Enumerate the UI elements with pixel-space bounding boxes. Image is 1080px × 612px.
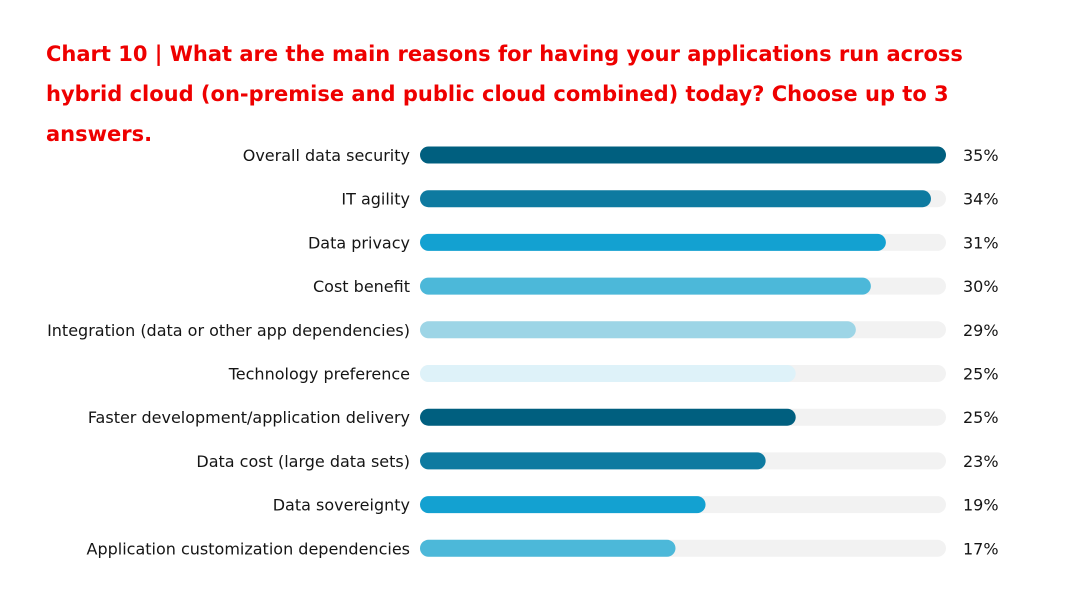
category-label: Integration (data or other app dependenc… [47, 321, 410, 340]
value-label: 25% [963, 408, 999, 427]
value-label: 35% [963, 146, 999, 165]
category-label: Technology preference [228, 365, 410, 384]
category-label: Application customization dependencies [87, 539, 411, 558]
bar [420, 408, 796, 426]
bar [420, 277, 871, 295]
category-label: Cost benefit [313, 277, 410, 296]
bar [420, 365, 796, 382]
value-label: 17% [963, 539, 999, 558]
bar [420, 452, 766, 470]
bar [420, 321, 856, 339]
bar [420, 496, 706, 514]
category-label: Faster development/application delivery [88, 408, 410, 427]
category-label: Data sovereignty [273, 496, 410, 515]
value-label: 34% [963, 190, 999, 209]
bar [420, 146, 946, 164]
category-label: Data privacy [308, 233, 410, 252]
value-label: 23% [963, 452, 999, 471]
bar [420, 539, 676, 557]
value-label: 30% [963, 277, 999, 296]
value-label: 31% [963, 233, 999, 252]
value-label: 25% [963, 365, 999, 384]
category-label: IT agility [341, 190, 410, 209]
bar [420, 233, 886, 251]
chart-title: Chart 10 | What are the main reasons for… [46, 42, 963, 146]
value-label: 19% [963, 496, 999, 515]
category-label: Data cost (large data sets) [196, 452, 410, 471]
category-label: Overall data security [243, 146, 410, 165]
bar [420, 190, 931, 208]
value-label: 29% [963, 321, 999, 340]
